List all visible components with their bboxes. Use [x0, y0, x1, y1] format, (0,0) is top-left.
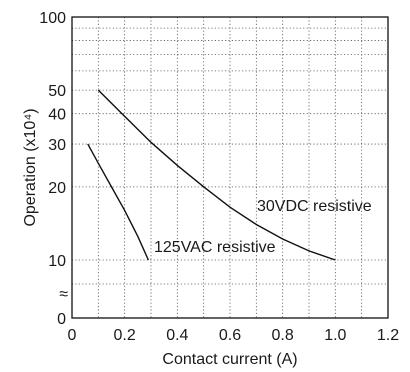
series-lines: [87, 89, 336, 261]
x-tick-label: 0.8: [272, 327, 294, 344]
x-axis-label: Contact current (A): [162, 351, 297, 368]
axis-break-symbol: ≈: [59, 286, 68, 303]
series-line-1: [87, 143, 150, 261]
y-tick-label: 30: [48, 137, 66, 154]
plot-border: [71, 16, 389, 319]
x-tick-label: 0: [68, 327, 77, 344]
y-tick-label: 10: [48, 253, 66, 270]
y-axis-label: Operation (x10⁴): [22, 108, 39, 226]
x-tick-label: 1.0: [324, 327, 346, 344]
y-tick-label: 100: [39, 10, 66, 27]
x-tick-label: 1.2: [377, 327, 399, 344]
plot-frame: [71, 16, 389, 319]
series-label-125vac-resistive: 125VAC resistive: [154, 239, 276, 256]
x-tick-label: 0.4: [166, 327, 188, 344]
series-label-30vdc-resistive: 30VDC resistive: [257, 198, 372, 215]
y-tick-label: 20: [48, 180, 66, 197]
y-tick-label: 40: [48, 107, 66, 124]
y-tick-label: 0: [57, 311, 66, 328]
grid-lines: [72, 17, 388, 318]
series-line-0: [97, 89, 336, 261]
x-tick-label: 0.6: [219, 327, 241, 344]
y-tick-label: 50: [48, 83, 66, 100]
x-tick-label: 0.2: [114, 327, 136, 344]
